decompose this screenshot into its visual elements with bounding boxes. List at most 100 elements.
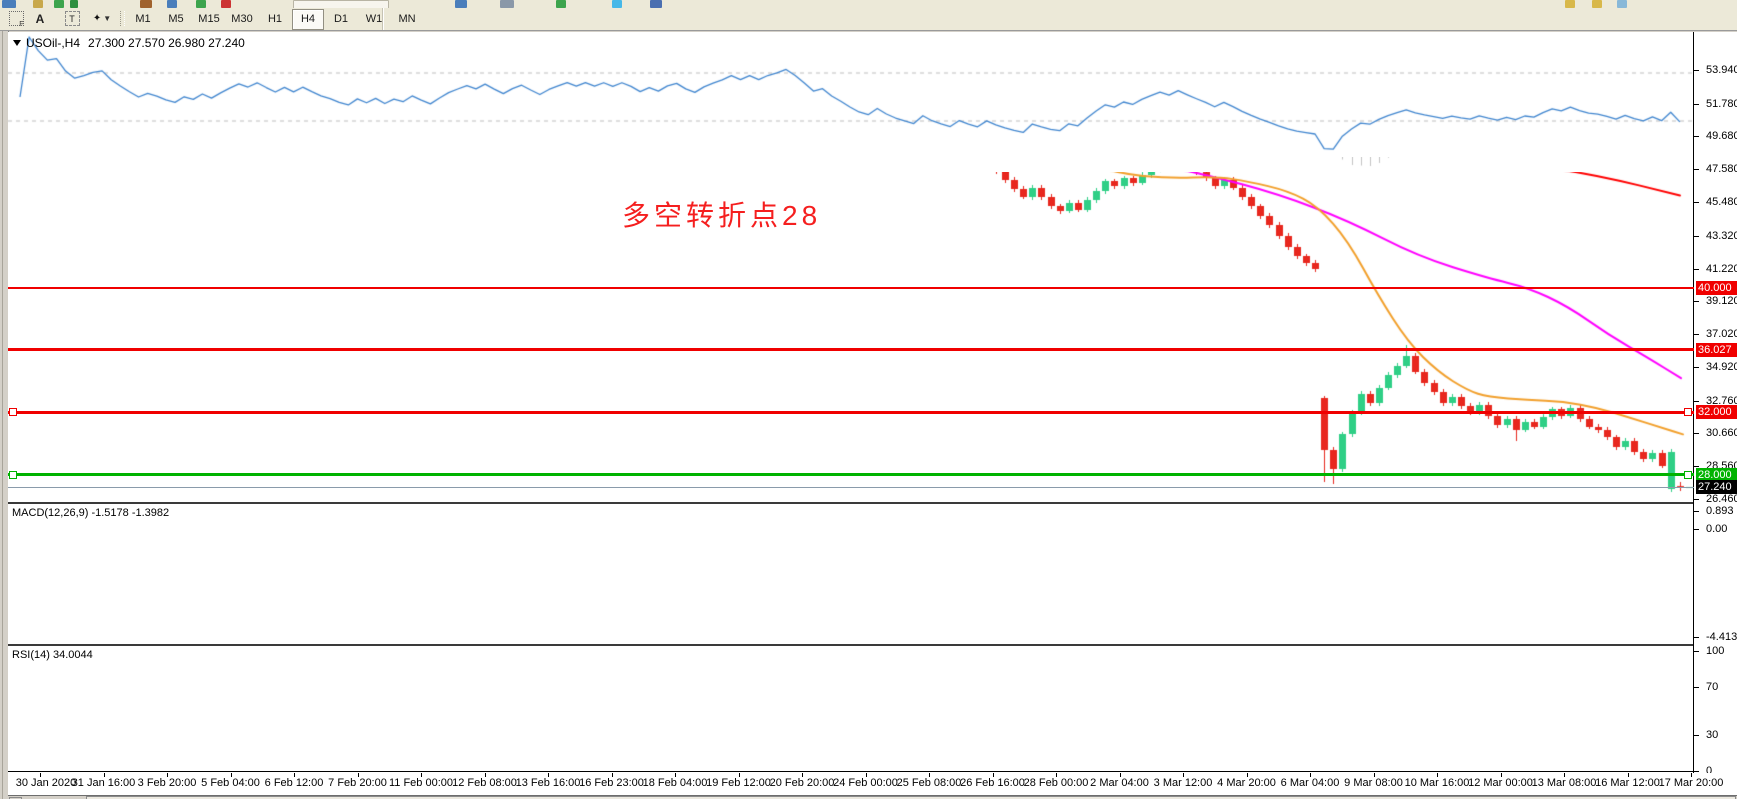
crosshair-grid-icon[interactable]: F (6, 9, 26, 28)
date-axis[interactable]: 30 Jan 2020 31 Jan 16:00 3 Feb 20:00 5 Feb … (8, 773, 1737, 794)
date-tick (1247, 773, 1248, 777)
axis-tick (1694, 169, 1699, 170)
rsi-canvas[interactable] (8, 32, 1693, 157)
date-label: 16 Mar 12:00 (1595, 777, 1660, 789)
tf-button-MN[interactable]: MN (398, 13, 416, 25)
price-axis-border (1693, 32, 1694, 773)
axis-tick (1694, 136, 1699, 137)
toolbar-icon-fragment (167, 0, 177, 8)
price-axis-label: 34.920 (1706, 361, 1737, 373)
hline-handle[interactable] (9, 408, 17, 417)
date-tick (421, 773, 422, 777)
text-annotation[interactable]: 多空转折点28 (622, 200, 822, 231)
date-tick (739, 773, 740, 777)
tf-button-H1[interactable]: H1 (267, 13, 283, 25)
date-tick (866, 773, 867, 777)
date-tick (40, 773, 41, 777)
price-axis-label: 30.660 (1706, 427, 1737, 439)
date-label: 17 Mar 20:00 (1658, 777, 1724, 789)
axis-tick (1694, 771, 1699, 772)
horizontal-scrollbar[interactable] (8, 795, 1737, 799)
axis-tick (1694, 529, 1699, 530)
hline-40.000[interactable] (8, 286, 1694, 289)
price-axis-label: 51.780 (1706, 98, 1737, 110)
axis-tick (1694, 202, 1699, 203)
shapes-dropdown-button[interactable]: ✦ ▼ (88, 9, 116, 28)
date-label: 2 Mar 04:00 (1090, 777, 1149, 789)
axis-tick (1694, 735, 1699, 736)
date-label: 4 Mar 20:00 (1217, 777, 1276, 789)
date-label: 10 Mar 16:00 (1404, 777, 1470, 789)
toolbar-icon-fragment (1592, 0, 1602, 8)
date-label: 16 Feb 23:00 (579, 777, 644, 789)
axis-tick (1694, 70, 1699, 71)
tf-button-M30[interactable]: M30 (231, 13, 253, 25)
label-tool-button[interactable]: T (62, 9, 82, 28)
macd-axis-label: 0.893 (1706, 505, 1734, 517)
tf-button-M5[interactable]: M5 (168, 13, 184, 25)
tf-button-M1[interactable]: M1 (135, 13, 151, 25)
scrollbar-thumb[interactable] (86, 796, 1736, 799)
date-label: 25 Feb 08:00 (896, 777, 962, 789)
axis-tick (1694, 401, 1699, 402)
macd-pane-separator[interactable] (8, 502, 1737, 504)
hline-28.000[interactable] (8, 470, 1694, 479)
chart-menu-triangle-icon[interactable] (13, 40, 21, 46)
date-label: 5 Feb 04:00 (201, 777, 260, 789)
date-tick (1310, 773, 1311, 777)
price-axis[interactable]: 53.940 51.780 49.680 47.580 45.480 43.320 41.2… (1694, 32, 1737, 777)
price-axis-label: 41.220 (1706, 263, 1737, 275)
toolbar-icon-fragment (33, 0, 43, 8)
grid-icon: F (8, 11, 24, 28)
date-tick (1501, 773, 1502, 777)
date-label: 3 Mar 12:00 (1153, 777, 1213, 789)
date-label: 24 Feb 00:00 (833, 777, 898, 789)
hline-handle[interactable] (9, 470, 17, 479)
axis-tick (1694, 466, 1699, 467)
date-label: 12 Mar 00:00 (1468, 777, 1533, 789)
rsi-pane-separator[interactable] (8, 644, 1737, 646)
date-label: 6 Feb 12:00 (264, 777, 324, 789)
hline-32.000[interactable] (8, 408, 1694, 417)
price-axis-label: 53.940 (1706, 64, 1737, 76)
date-tick (929, 773, 930, 777)
price-level-badge: 28.000 (1696, 467, 1737, 482)
toolbar-icon-fragment (1565, 0, 1575, 8)
hline-handle[interactable] (1684, 470, 1692, 479)
date-tick (1437, 773, 1438, 777)
toolbar-icon-fragment (455, 0, 467, 8)
scrollbar-left-button[interactable] (9, 797, 22, 799)
tf-button-M15[interactable]: M15 (198, 13, 220, 25)
date-tick (1564, 773, 1565, 777)
toolbar-icon-fragment (196, 0, 206, 8)
hline-36.027[interactable] (8, 348, 1694, 352)
tf-button-D1[interactable]: D1 (333, 13, 349, 25)
price-axis-label: 37.020 (1706, 328, 1737, 340)
date-tick (104, 773, 105, 777)
chart-title: USOil-,H4 27.300 27.570 26.980 27.240 (13, 36, 245, 50)
axis-tick (1694, 651, 1699, 652)
shapes-icon: ✦ (92, 13, 102, 24)
toolbar-partial-row (0, 0, 1737, 8)
axis-tick (1694, 687, 1699, 688)
text-tool-button[interactable]: A (30, 9, 50, 28)
tf-button-W1[interactable]: W1 (365, 13, 383, 25)
price-axis-label: 47.580 (1706, 163, 1737, 175)
rsi-axis-label: 70 (1706, 681, 1719, 693)
date-tick (1374, 773, 1375, 777)
toolbar-icon-fragment (650, 0, 662, 8)
price-axis-label: 26.460 (1706, 493, 1737, 505)
tf-button-H4[interactable]: H4 (292, 9, 324, 30)
toolbar-grip[interactable] (120, 11, 125, 26)
date-tick (993, 773, 994, 777)
date-label: 30 Jan 2020 (15, 777, 77, 789)
axis-tick (1694, 236, 1699, 237)
chevron-down-icon: ▼ (103, 14, 112, 23)
date-label: 31 Jan 16:00 (71, 777, 136, 789)
price-axis-label: 39.120 (1706, 295, 1737, 307)
hline-handle[interactable] (1684, 408, 1692, 417)
macd-axis-label: 0.00 (1706, 523, 1728, 535)
price-axis-label: 49.680 (1706, 130, 1737, 142)
